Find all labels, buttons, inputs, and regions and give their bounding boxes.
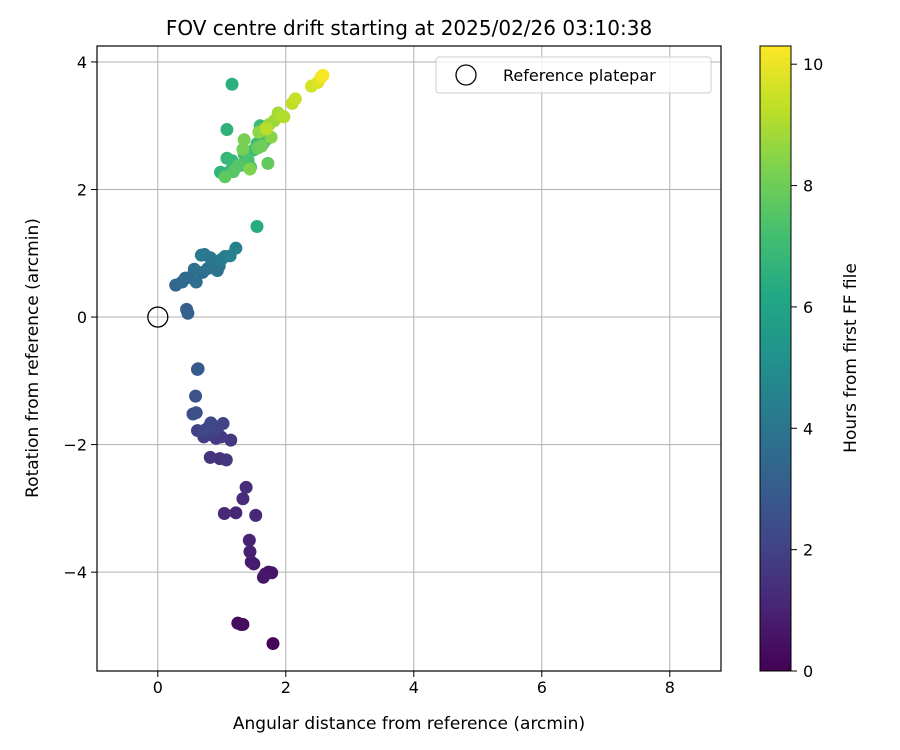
plot-frame bbox=[96, 45, 722, 672]
y-tick-label: 4 bbox=[77, 53, 87, 72]
data-point bbox=[236, 142, 250, 156]
data-point bbox=[225, 77, 239, 91]
data-point bbox=[277, 110, 291, 124]
data-point bbox=[204, 416, 218, 430]
data-point bbox=[242, 533, 256, 547]
colorbar-tick-label: 0 bbox=[803, 662, 813, 681]
data-point bbox=[189, 406, 203, 420]
data-point bbox=[316, 68, 330, 82]
y-tick-label: 0 bbox=[77, 308, 87, 327]
x-tick-label: 8 bbox=[665, 678, 675, 697]
colorbar-gradient bbox=[759, 45, 792, 672]
data-point bbox=[219, 453, 233, 467]
colorbar-tick-label: 8 bbox=[803, 177, 813, 196]
data-point bbox=[250, 219, 264, 233]
colorbar-ticks: 0 2 4 6 8 10 bbox=[791, 55, 823, 681]
data-point bbox=[203, 450, 217, 464]
data-point bbox=[266, 637, 280, 651]
data-point bbox=[256, 570, 270, 584]
y-axis-ticks: −4 −2 0 2 4 bbox=[63, 53, 97, 582]
colorbar-tick-label: 2 bbox=[803, 541, 813, 560]
x-axis-label: Angular distance from reference (arcmin) bbox=[233, 714, 585, 734]
colorbar-label: Hours from first FF file bbox=[841, 263, 861, 453]
legend-label: Reference platepar bbox=[503, 66, 656, 85]
colorbar: 0 2 4 6 8 10 Hours from first FF file bbox=[759, 45, 861, 681]
data-point bbox=[189, 275, 203, 289]
colorbar-tick-label: 4 bbox=[803, 419, 813, 438]
y-tick-label: 2 bbox=[77, 180, 87, 199]
data-point bbox=[217, 506, 231, 520]
data-point bbox=[288, 92, 302, 106]
data-point bbox=[229, 506, 243, 520]
colorbar-tick-label: 10 bbox=[803, 55, 823, 74]
scatter-points bbox=[169, 68, 330, 651]
chart-title: FOV centre drift starting at 2025/02/26 … bbox=[166, 16, 652, 40]
grid bbox=[97, 46, 721, 671]
data-point bbox=[254, 139, 268, 153]
legend: Reference platepar bbox=[435, 56, 712, 94]
legend-reference-marker bbox=[455, 64, 477, 86]
data-point bbox=[220, 123, 234, 137]
y-axis-label: Rotation from reference (arcmin) bbox=[23, 218, 43, 498]
x-tick-label: 4 bbox=[409, 678, 419, 697]
data-point bbox=[249, 508, 263, 522]
data-point bbox=[243, 162, 257, 176]
reference-platepar-point bbox=[147, 306, 169, 328]
x-tick-label: 6 bbox=[537, 678, 547, 697]
x-tick-label: 0 bbox=[153, 678, 163, 697]
data-point bbox=[189, 389, 203, 403]
data-point bbox=[237, 133, 251, 147]
data-point bbox=[260, 122, 274, 136]
data-point bbox=[236, 492, 250, 506]
y-tick-label: −2 bbox=[63, 436, 87, 455]
x-axis-ticks: 0 2 4 6 8 bbox=[153, 671, 675, 697]
reference-marker bbox=[147, 306, 169, 328]
data-point bbox=[181, 306, 195, 320]
data-point bbox=[218, 170, 232, 184]
data-point bbox=[261, 156, 275, 170]
data-point bbox=[244, 555, 258, 569]
data-point bbox=[239, 480, 253, 494]
data-point bbox=[243, 545, 257, 559]
data-point bbox=[229, 241, 243, 255]
colorbar-tick-label: 6 bbox=[803, 298, 813, 317]
data-point bbox=[191, 362, 205, 376]
legend-box bbox=[435, 56, 712, 94]
x-tick-label: 2 bbox=[281, 678, 291, 697]
y-tick-label: −4 bbox=[63, 563, 87, 582]
data-point bbox=[236, 617, 250, 631]
data-point bbox=[194, 248, 208, 262]
